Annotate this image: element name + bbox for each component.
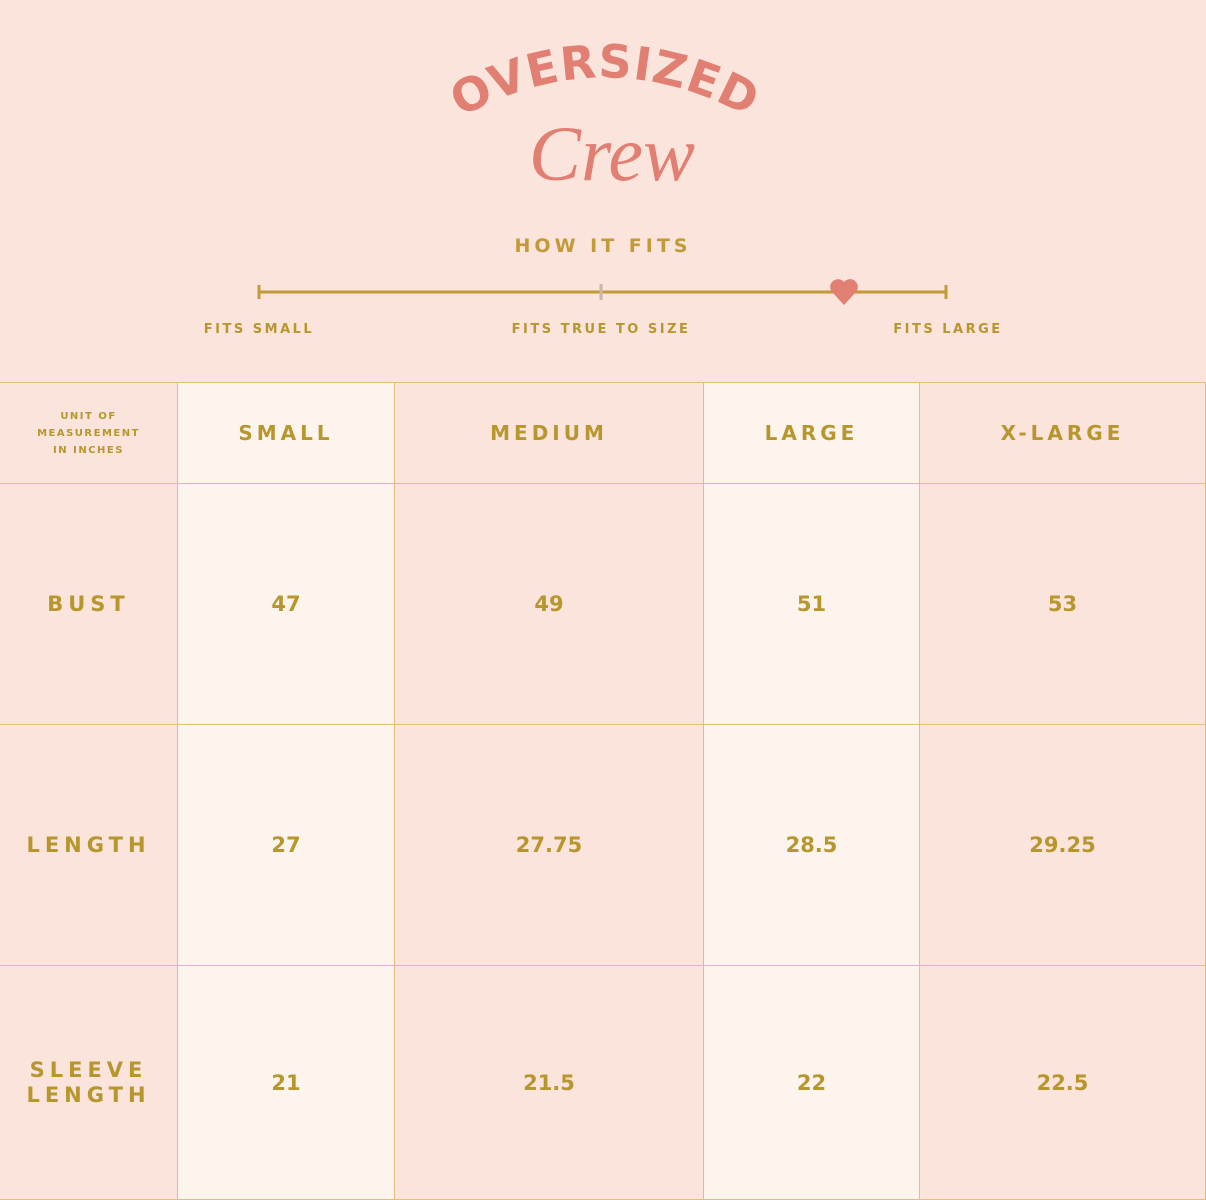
value-cell: 47 [178, 484, 395, 725]
row-header: LENGTH [0, 725, 178, 966]
fit-label: FITS SMALL [203, 322, 315, 337]
value-cell: 29.25 [920, 725, 1206, 966]
corner-cell: UNIT OF MEASUREMENT IN INCHES [0, 382, 178, 484]
column-header: SMALL [178, 382, 395, 484]
row-header: BUST [0, 484, 178, 725]
corner-line: MEASUREMENT [37, 427, 140, 439]
value-cell: 53 [920, 484, 1206, 725]
value-cell: 22.5 [920, 966, 1206, 1200]
value-cell: 27.75 [395, 725, 704, 966]
value-cell: 28.5 [704, 725, 920, 966]
fit-heart [830, 279, 858, 305]
fit-label: FITS TRUE TO SIZE [511, 322, 691, 337]
column-header: LARGE [704, 382, 920, 484]
value-cell: 27 [178, 725, 395, 966]
fit-label: FITS LARGE [893, 322, 1003, 337]
value-cell: 22 [704, 966, 920, 1200]
value-cell: 21 [178, 966, 395, 1200]
subtitle: Crew [529, 110, 695, 197]
value-cell: 49 [395, 484, 704, 725]
value-cell: 51 [704, 484, 920, 725]
row-header: SLEEVE LENGTH [0, 966, 178, 1200]
column-header: MEDIUM [395, 382, 704, 484]
header-graphic: OVERSIZED Crew HOW IT FITS [257, 34, 948, 305]
column-header: X-LARGE [920, 382, 1206, 484]
corner-line: UNIT OF [60, 410, 117, 422]
corner-line: IN INCHES [53, 444, 124, 456]
value-cell: 21.5 [395, 966, 704, 1200]
fit-heading: HOW IT FITS [515, 235, 692, 257]
